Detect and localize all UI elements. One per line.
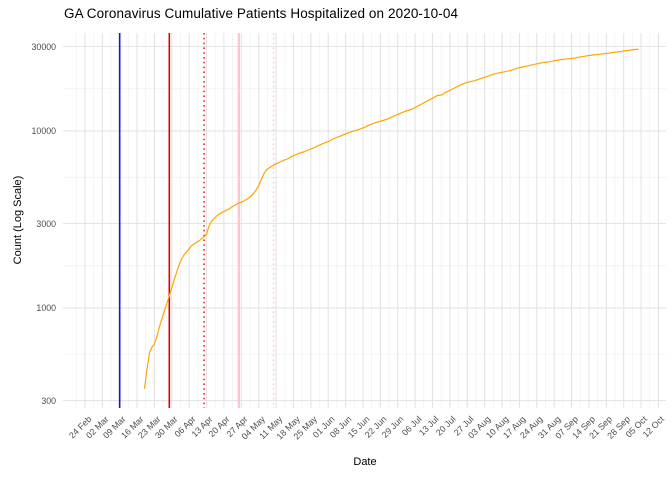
y-tick-label: 300 [41, 395, 56, 406]
y-tick-label: 1000 [36, 303, 56, 313]
y-tick-label: 10000 [31, 126, 56, 136]
chart-title: GA Coronavirus Cumulative Patients Hospi… [64, 6, 459, 21]
y-tick-label: 30000 [31, 41, 56, 52]
y-tick-label: 3000 [36, 218, 56, 229]
trend-line [143, 48, 639, 389]
x-axis-title: Date [353, 456, 377, 468]
